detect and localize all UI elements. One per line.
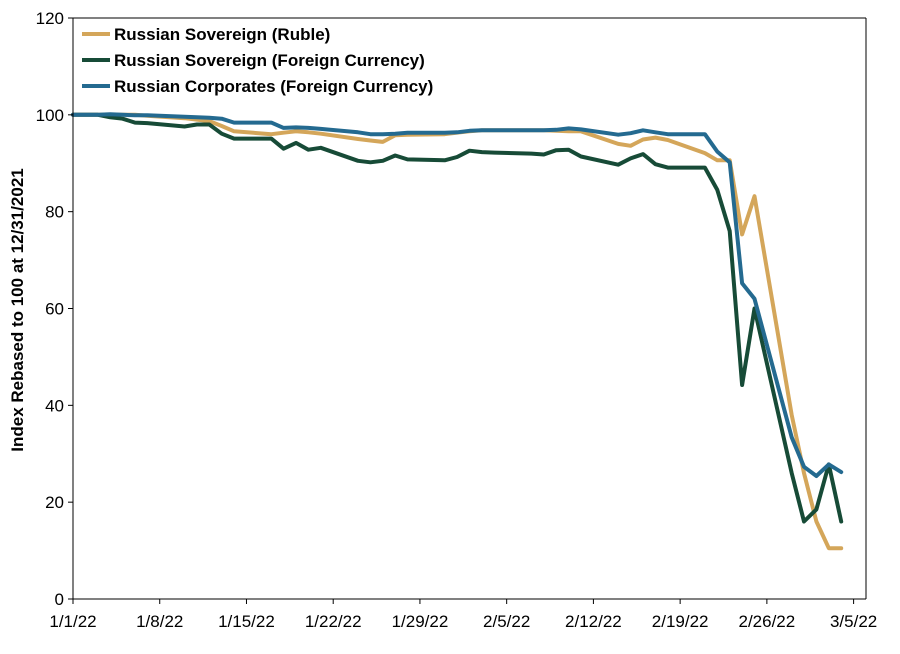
y-tick-label: 0 xyxy=(55,590,64,609)
series-lines xyxy=(71,112,844,551)
tick-labels: 0 20 40 60 80 100 120 1/1/22 1/8/22 1/15/22 1/22/2… xyxy=(36,9,878,631)
y-tick-label: 80 xyxy=(45,203,64,222)
y-tick-label: 100 xyxy=(36,106,64,125)
x-tick-label: 2/5/22 xyxy=(483,612,530,631)
x-tick-label: 1/29/22 xyxy=(392,612,449,631)
axes xyxy=(68,17,867,604)
x-tick-label: 1/1/22 xyxy=(49,612,96,631)
x-tick-label: 3/5/22 xyxy=(830,612,877,631)
series-line-3 xyxy=(71,112,844,478)
series-line-2 xyxy=(71,112,844,524)
legend-label: Russian Corporates (Foreign Currency) xyxy=(114,77,433,96)
x-tick-label: 2/19/22 xyxy=(652,612,709,631)
y-tick-label: 40 xyxy=(45,396,64,415)
x-tick-label: 2/26/22 xyxy=(739,612,796,631)
series-line-1 xyxy=(71,112,844,551)
x-tick-label: 2/12/22 xyxy=(565,612,622,631)
x-tick-label: 1/8/22 xyxy=(136,612,183,631)
x-tick-label: 1/22/22 xyxy=(305,612,362,631)
x-tick-label: 1/15/22 xyxy=(218,612,275,631)
legend: Russian Sovereign (Ruble) Russian Soverei… xyxy=(82,25,433,96)
y-tick-label: 120 xyxy=(36,9,64,28)
y-axis-title: Index Rebased to 100 at 12/31/2021 xyxy=(8,168,27,452)
y-tick-label: 60 xyxy=(45,300,64,319)
y-tick-label: 20 xyxy=(45,493,64,512)
legend-label: Russian Sovereign (Ruble) xyxy=(114,25,330,44)
legend-label: Russian Sovereign (Foreign Currency) xyxy=(114,51,425,70)
